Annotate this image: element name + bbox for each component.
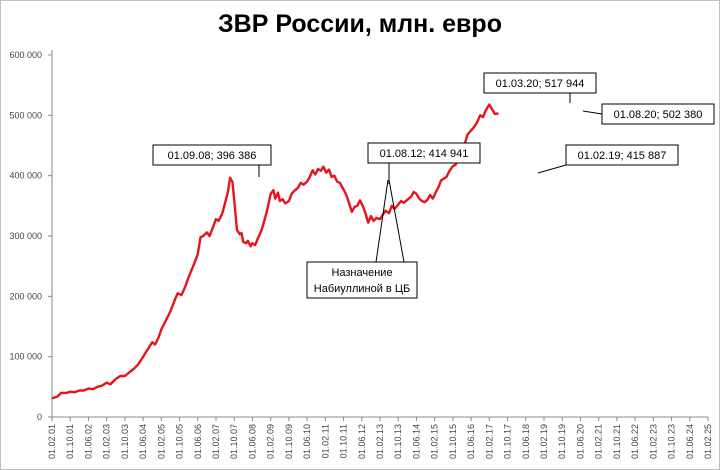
annotation-connector bbox=[375, 179, 389, 263]
x-tick-label: 01.10.05 bbox=[175, 424, 185, 459]
annotation-label: 01.09.08; 396 386 bbox=[168, 150, 257, 162]
annotation-label: 01.08.20; 502 380 bbox=[614, 109, 703, 121]
y-tick-label: 600 000 bbox=[9, 50, 42, 60]
y-axis-ticks: 0 100 000 200 000 300 000 400 000 500 000 600 … bbox=[9, 50, 52, 422]
annotation-box bbox=[367, 142, 481, 164]
x-tick-label: 01.10.09 bbox=[284, 424, 294, 459]
x-tick-label: 01.06.24 bbox=[685, 424, 695, 459]
x-tick-label: 01.06.06 bbox=[193, 424, 203, 459]
x-tick-label: 01.10.07 bbox=[229, 424, 239, 459]
x-tick-label: 01.06.22 bbox=[630, 424, 640, 459]
x-tick-label: 01.02.11 bbox=[320, 424, 330, 458]
y-tick-label: 300 000 bbox=[9, 231, 42, 241]
x-tick-label: 01.10.01 bbox=[65, 424, 75, 459]
annotation-box bbox=[483, 72, 597, 94]
annotation-label: 01.08.12; 414 941 bbox=[380, 148, 469, 160]
x-tick-label: 01.06.16 bbox=[466, 424, 476, 459]
annotation-connector bbox=[582, 110, 603, 115]
annotation-box bbox=[601, 103, 715, 125]
annotation-label: 01.02.19; 415 887 bbox=[578, 150, 667, 162]
annotation-box bbox=[565, 144, 679, 166]
x-tick-label: 01.06.02 bbox=[83, 424, 93, 459]
x-tick-label: 01.10.17 bbox=[503, 424, 513, 459]
x-tick-label: 01.06.08 bbox=[247, 424, 257, 459]
x-tick-label: 01.10.21 bbox=[612, 424, 622, 459]
annotation-box-appointment bbox=[306, 261, 418, 299]
x-tick-label: 01.06.10 bbox=[302, 424, 312, 459]
y-tick-label: 500 000 bbox=[9, 110, 42, 120]
x-tick-label: 01.06.14 bbox=[411, 424, 421, 459]
y-tick-label: 400 000 bbox=[9, 171, 42, 181]
annotation-box bbox=[152, 144, 272, 166]
x-tick-label: 01.02.23 bbox=[648, 424, 658, 459]
y-tick-label: 200 000 bbox=[9, 291, 42, 301]
x-tick-label: 01.02.25 bbox=[703, 424, 713, 459]
x-tick-label: 01.10.11 bbox=[339, 424, 349, 458]
x-tick-label: 01.02.13 bbox=[375, 424, 385, 459]
y-tick-label: 0 bbox=[37, 412, 42, 422]
annotation-connector bbox=[537, 164, 567, 174]
x-tick-label: 01.10.23 bbox=[667, 424, 677, 459]
x-tick-label: 01.10.03 bbox=[120, 424, 130, 459]
x-tick-label: 01.06.18 bbox=[521, 424, 531, 459]
x-axis-ticks: 01.02.01 01.10.01 01.06.02 01.02.03 01.10.03… bbox=[47, 417, 713, 459]
x-tick-label: 01.02.05 bbox=[156, 424, 166, 459]
x-tick-label: 01.02.07 bbox=[211, 424, 221, 459]
y-tick-label: 100 000 bbox=[9, 352, 42, 362]
annotation-label-line1: Назначение bbox=[331, 267, 392, 279]
x-tick-label: 01.02.21 bbox=[594, 424, 604, 459]
x-tick-label: 01.02.17 bbox=[484, 424, 494, 459]
x-tick-label: 01.06.20 bbox=[575, 424, 585, 459]
x-tick-label: 01.02.09 bbox=[266, 424, 276, 459]
annotation-label: 01.03.20; 517 944 bbox=[496, 78, 585, 90]
annotations: 01.09.08; 396 386 01.08.12; 414 941 01.03.… bbox=[152, 72, 715, 299]
x-tick-label: 01.02.19 bbox=[539, 424, 549, 459]
x-tick-label: 01.02.15 bbox=[430, 424, 440, 459]
x-tick-label: 01.06.12 bbox=[357, 424, 367, 459]
x-tick-label: 01.10.13 bbox=[393, 424, 403, 459]
series-line bbox=[51, 103, 499, 400]
x-tick-label: 01.10.19 bbox=[557, 424, 567, 459]
x-tick-label: 01.02.01 bbox=[47, 424, 57, 459]
chart-title: ЗВР России, млн. евро bbox=[218, 10, 502, 38]
x-tick-label: 01.06.04 bbox=[138, 424, 148, 459]
annotation-connector bbox=[388, 179, 405, 263]
annotation-label-line2: Набиуллиной в ЦБ bbox=[314, 283, 410, 295]
x-tick-label: 01.02.03 bbox=[102, 424, 112, 459]
x-tick-label: 01.10.15 bbox=[448, 424, 458, 459]
